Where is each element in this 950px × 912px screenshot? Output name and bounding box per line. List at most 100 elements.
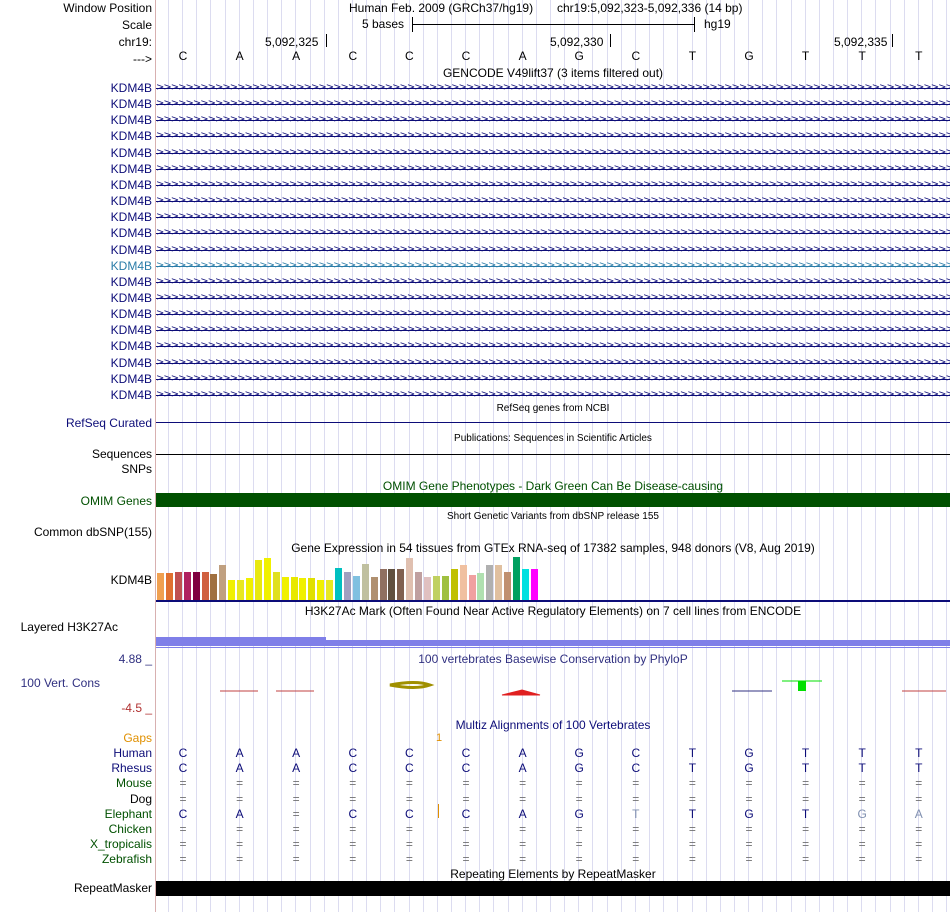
gtex-tissue-bar[interactable] — [424, 577, 431, 600]
gencode-transcript[interactable]: >>>>>>>>>>>>>>>>>>>>>>>>>>>>>>>>>>>>>>>>… — [156, 194, 950, 208]
gencode-transcript[interactable]: >>>>>>>>>>>>>>>>>>>>>>>>>>>>>>>>>>>>>>>>… — [156, 323, 950, 337]
gtex-tissue-bar[interactable] — [441, 576, 449, 600]
gtex-tissue-bar[interactable] — [343, 572, 351, 600]
gencode-transcript-label[interactable]: KDM4B — [110, 258, 152, 273]
gencode-transcript[interactable]: >>>>>>>>>>>>>>>>>>>>>>>>>>>>>>>>>>>>>>>>… — [156, 259, 950, 273]
gtex-tissue-bar[interactable] — [219, 565, 227, 600]
gencode-transcript[interactable]: >>>>>>>>>>>>>>>>>>>>>>>>>>>>>>>>>>>>>>>>… — [156, 307, 950, 321]
multiz-species-label[interactable]: Chicken — [108, 822, 152, 836]
gtex-tissue-bar[interactable] — [379, 569, 387, 600]
repeatmasker-bar[interactable] — [156, 881, 950, 896]
gencode-transcript[interactable]: >>>>>>>>>>>>>>>>>>>>>>>>>>>>>>>>>>>>>>>>… — [156, 388, 950, 402]
gencode-transcript-label[interactable]: KDM4B — [110, 355, 152, 370]
dbsnp-label[interactable]: Common dbSNP(155) — [33, 525, 152, 539]
multiz-species-label[interactable]: Mouse — [115, 776, 152, 791]
gtex-tissue-bar[interactable] — [290, 577, 298, 600]
gtex-tissue-bar[interactable] — [299, 578, 307, 600]
gencode-transcript-label[interactable]: KDM4B — [110, 81, 152, 95]
gencode-transcript[interactable]: >>>>>>>>>>>>>>>>>>>>>>>>>>>>>>>>>>>>>>>>… — [156, 129, 950, 143]
gencode-transcript[interactable]: >>>>>>>>>>>>>>>>>>>>>>>>>>>>>>>>>>>>>>>>… — [156, 243, 950, 257]
gtex-tissue-bar[interactable] — [415, 572, 423, 600]
gencode-transcript[interactable]: >>>>>>>>>>>>>>>>>>>>>>>>>>>>>>>>>>>>>>>>… — [156, 113, 950, 127]
gtex-tissue-bar[interactable] — [326, 580, 334, 600]
gtex-expression-chart[interactable] — [156, 555, 950, 601]
gtex-tissue-bar[interactable] — [513, 557, 520, 600]
refseq-label[interactable]: RefSeq Curated — [65, 416, 152, 430]
gencode-transcript[interactable]: >>>>>>>>>>>>>>>>>>>>>>>>>>>>>>>>>>>>>>>>… — [156, 178, 950, 192]
gencode-transcript-label[interactable]: KDM4B — [110, 177, 152, 192]
snps-label[interactable]: SNPs — [121, 462, 152, 476]
gtex-tissue-bar[interactable] — [388, 569, 396, 600]
multiz-species-label[interactable]: X_tropicalis — [89, 837, 152, 852]
gtex-tissue-bar[interactable] — [165, 573, 173, 600]
gtex-tissue-bar[interactable] — [237, 580, 245, 600]
omim-label[interactable]: OMIM Genes — [80, 494, 152, 508]
gtex-tissue-bar[interactable] — [450, 569, 458, 600]
gtex-tissue-bar[interactable] — [352, 576, 360, 600]
gencode-transcript-label[interactable]: KDM4B — [110, 113, 152, 128]
gtex-tissue-bar[interactable] — [263, 558, 271, 600]
sequences-label[interactable]: Sequences — [91, 447, 152, 461]
gtex-tissue-bar[interactable] — [521, 569, 529, 600]
gencode-transcript[interactable]: >>>>>>>>>>>>>>>>>>>>>>>>>>>>>>>>>>>>>>>>… — [156, 275, 950, 289]
gtex-tissue-bar[interactable] — [281, 577, 289, 600]
gtex-tissue-bar[interactable] — [459, 565, 467, 600]
gencode-transcript-label[interactable]: KDM4B — [110, 323, 152, 338]
gencode-transcript-label[interactable]: KDM4B — [110, 161, 152, 176]
gtex-tissue-bar[interactable] — [210, 574, 218, 600]
gtex-tissue-bar[interactable] — [174, 572, 182, 600]
gtex-tissue-bar[interactable] — [201, 572, 209, 600]
h3k27-label[interactable]: Layered H3K27Ac — [20, 620, 118, 634]
gencode-transcript-label[interactable]: KDM4B — [110, 145, 152, 160]
gtex-tissue-bar[interactable] — [486, 565, 494, 600]
refseq-gene-line[interactable] — [156, 422, 950, 423]
gtex-tissue-bar[interactable] — [370, 577, 378, 600]
gtex-tissue-bar[interactable] — [272, 572, 280, 600]
gtex-label[interactable]: KDM4B — [110, 573, 152, 587]
gtex-tissue-bar[interactable] — [157, 573, 164, 600]
gencode-transcript[interactable]: >>>>>>>>>>>>>>>>>>>>>>>>>>>>>>>>>>>>>>>>… — [156, 146, 950, 160]
gencode-transcript-label[interactable]: KDM4B — [110, 129, 152, 144]
gencode-transcript-label[interactable]: KDM4B — [110, 210, 152, 225]
gtex-tissue-bar[interactable] — [504, 572, 512, 600]
browser-track-image[interactable]: Human Feb. 2009 (GRCh37/hg19) chr19:5,09… — [156, 0, 950, 912]
multiz-species-label[interactable]: Rhesus — [111, 761, 152, 776]
phylop-label[interactable]: 100 Vert. Cons — [20, 676, 100, 690]
gtex-tissue-bar[interactable] — [361, 564, 369, 600]
gtex-tissue-bar[interactable] — [530, 569, 538, 600]
gencode-transcript[interactable]: >>>>>>>>>>>>>>>>>>>>>>>>>>>>>>>>>>>>>>>>… — [156, 372, 950, 386]
gtex-tissue-bar[interactable] — [192, 572, 200, 600]
omim-gene-bar[interactable] — [156, 493, 950, 507]
gencode-transcript[interactable]: >>>>>>>>>>>>>>>>>>>>>>>>>>>>>>>>>>>>>>>>… — [156, 226, 950, 240]
gencode-transcript-label[interactable]: KDM4B — [110, 226, 152, 241]
gencode-transcript[interactable]: >>>>>>>>>>>>>>>>>>>>>>>>>>>>>>>>>>>>>>>>… — [156, 162, 950, 176]
gencode-transcript[interactable]: >>>>>>>>>>>>>>>>>>>>>>>>>>>>>>>>>>>>>>>>… — [156, 97, 950, 111]
gtex-tissue-bar[interactable] — [397, 569, 405, 600]
gtex-tissue-bar[interactable] — [246, 578, 253, 600]
gtex-tissue-bar[interactable] — [335, 568, 342, 600]
gencode-transcript-label[interactable]: KDM4B — [110, 339, 152, 354]
gtex-tissue-bar[interactable] — [477, 573, 485, 600]
gtex-tissue-bar[interactable] — [308, 578, 316, 600]
gencode-transcript[interactable]: >>>>>>>>>>>>>>>>>>>>>>>>>>>>>>>>>>>>>>>>… — [156, 210, 950, 224]
gtex-tissue-bar[interactable] — [183, 572, 191, 600]
gencode-transcript-label[interactable]: KDM4B — [110, 242, 152, 257]
multiz-species-label[interactable]: Zebrafish — [101, 852, 152, 867]
gencode-transcript[interactable]: >>>>>>>>>>>>>>>>>>>>>>>>>>>>>>>>>>>>>>>>… — [156, 339, 950, 353]
gencode-transcript-label[interactable]: KDM4B — [110, 307, 152, 322]
gencode-transcript[interactable]: >>>>>>>>>>>>>>>>>>>>>>>>>>>>>>>>>>>>>>>>… — [156, 291, 950, 305]
gencode-transcript-label[interactable]: KDM4B — [110, 97, 152, 112]
multiz-species-label[interactable]: Human — [113, 746, 152, 760]
gencode-transcript-label[interactable]: KDM4B — [110, 371, 152, 386]
multiz-species-label[interactable]: Elephant — [104, 806, 152, 821]
gtex-tissue-bar[interactable] — [468, 575, 476, 600]
gencode-transcript-label[interactable]: KDM4B — [110, 194, 152, 209]
gencode-transcript[interactable]: >>>>>>>>>>>>>>>>>>>>>>>>>>>>>>>>>>>>>>>>… — [156, 356, 950, 370]
gencode-transcript-label[interactable]: KDM4B — [110, 387, 152, 402]
gtex-tissue-bar[interactable] — [406, 558, 414, 600]
repeatmasker-label[interactable]: RepeatMasker — [73, 881, 152, 895]
gencode-transcript-label[interactable]: KDM4B — [110, 290, 152, 305]
multiz-species-label[interactable]: Dog — [129, 791, 152, 806]
gtex-tissue-bar[interactable] — [317, 580, 325, 600]
gtex-tissue-bar[interactable] — [432, 576, 440, 600]
